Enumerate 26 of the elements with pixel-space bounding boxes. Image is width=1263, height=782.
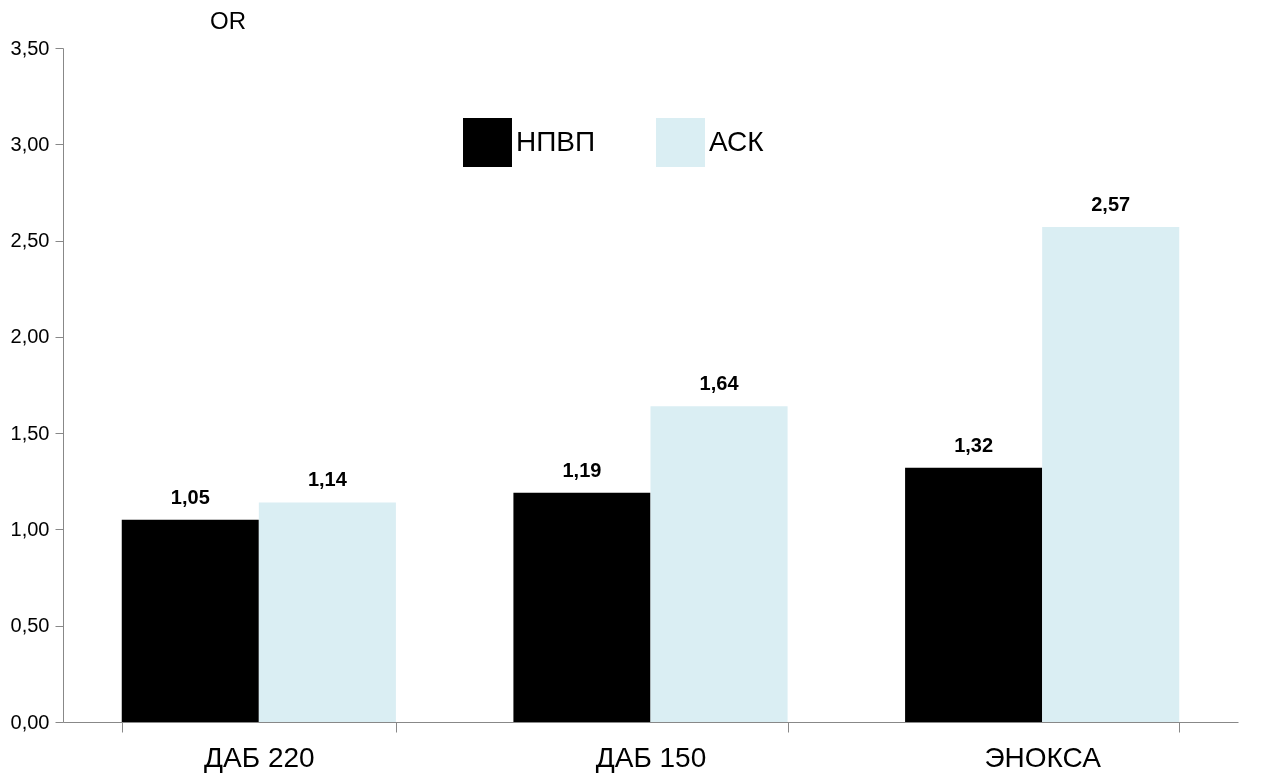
data-label: 1,32	[954, 433, 994, 456]
bar	[905, 467, 1043, 722]
bar	[258, 502, 396, 722]
chart-title: OR	[210, 7, 247, 34]
bar	[121, 519, 259, 722]
x-tick-label: ЭНОКСА	[984, 741, 1102, 773]
y-tick-label: 0,00	[10, 710, 50, 733]
y-tick-label: 2,50	[10, 229, 50, 252]
data-label: 1,19	[562, 458, 602, 481]
y-tick-label: 3,00	[10, 132, 50, 155]
data-label: 2,57	[1091, 193, 1131, 216]
data-label: 1,64	[699, 372, 740, 395]
bar	[513, 492, 651, 722]
data-label: 1,05	[170, 485, 210, 508]
y-tick-label: 2,00	[10, 325, 50, 348]
x-tick-label: ДАБ 220	[204, 741, 315, 773]
bar	[650, 406, 788, 722]
legend-label: НПВП	[516, 125, 596, 157]
bar	[1042, 227, 1180, 722]
y-tick-label: 1,50	[10, 421, 50, 444]
y-tick-label: 1,00	[10, 517, 50, 540]
y-tick-label: 3,50	[10, 36, 50, 59]
legend-label: АСК	[709, 125, 765, 157]
data-label: 1,14	[307, 468, 348, 491]
x-tick-label: ДАБ 150	[595, 741, 707, 773]
y-tick-label: 0,50	[10, 614, 50, 637]
